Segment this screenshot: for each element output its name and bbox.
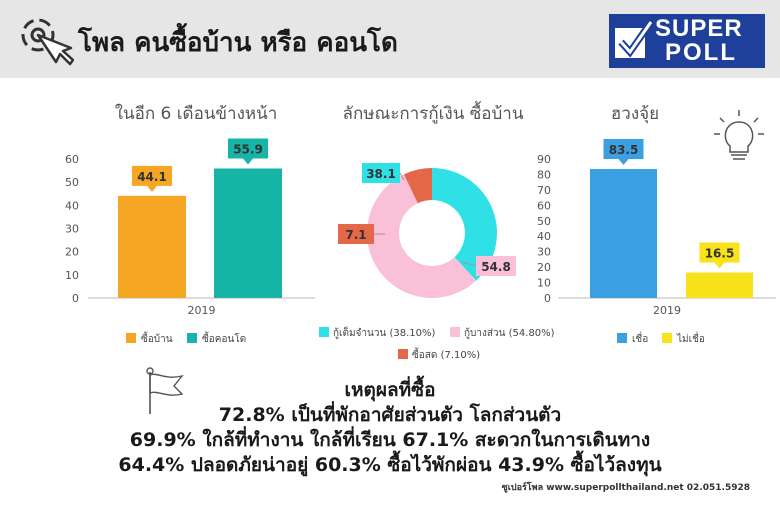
chart2-legend-label-0: เชื่อ (632, 331, 648, 345)
lightbulb-icon (714, 110, 764, 160)
chart2-ytick: 20 (537, 261, 551, 274)
chart0-data-1-label: 55.9 (233, 142, 263, 156)
chart2-ytick: 80 (537, 168, 551, 181)
chart0-data-1-box (228, 138, 268, 165)
chart2-ytick: 40 (537, 230, 551, 243)
chart0-ytick: 60 (65, 153, 79, 166)
chart2-legend-swatch-0 (617, 333, 627, 343)
chart2-xtick: 2019 (653, 304, 681, 317)
chart0-legend-label-1: ซื้อคอนโด (202, 331, 246, 345)
chart2-ytick: 70 (537, 184, 551, 197)
logo-line1: SUPER (655, 15, 743, 42)
chart1-legend-swatch-0 (319, 327, 329, 337)
chart0-ytick: 20 (65, 246, 79, 259)
page-title: โพล คนซื้อบ้าน หรือ คอนโด (78, 28, 398, 58)
reason-line-2: 69.9% ใกล้ที่ทำงาน ใกล้ที่เรียน 67.1% สะ… (129, 429, 651, 451)
chart0-ytick: 30 (65, 223, 79, 236)
chart2-data-1-label: 16.5 (705, 247, 735, 261)
chart1-data-box-1 (476, 256, 516, 276)
flag-icon (146, 367, 184, 414)
chart1-leader-0 (399, 172, 405, 181)
chart0-ytick: 10 (65, 269, 79, 282)
chart2-bar-1 (686, 272, 753, 298)
chart2-legend-label-1: ไม่เชื่อ (676, 331, 705, 345)
chart0-ytick: 50 (65, 176, 79, 189)
chart2-data-1-box (699, 242, 740, 269)
chart0-ytick: 40 (65, 199, 79, 212)
chart3-title: ฮวงจุ้ย (610, 104, 660, 124)
chart2-ytick: 0 (544, 292, 551, 305)
reason-line-3: 64.4% ปลอดภัยน่าอยู่ 60.3% ซื้อไว้พักผ่อ… (118, 454, 662, 476)
chart0-bar-0 (118, 195, 186, 298)
chart1-data-label-0: 38.1 (366, 167, 396, 181)
chart1-leader-1 (461, 261, 477, 267)
chart2-data-0-label: 83.5 (609, 143, 639, 157)
chart2-bar-0 (590, 169, 657, 298)
chart1-legend-label-2: ซื้อสด (7.10%) (412, 347, 480, 361)
chart2-ytick: 60 (537, 199, 551, 212)
chart1-slice-1 (366, 174, 477, 299)
chart0-bar-1 (214, 168, 282, 298)
chart1-slice-2 (403, 168, 432, 204)
chart2-data-0-box (603, 139, 644, 166)
cursor-click-icon (21, 18, 74, 66)
chart1-data-label-2: 7.1 (345, 228, 366, 242)
checkmark-icon (615, 19, 653, 58)
chart1-title: ในอีก 6 เดือนข้างหน้า (114, 104, 278, 124)
chart2-ytick: 10 (537, 277, 551, 290)
chart2-ytick: 50 (537, 215, 551, 228)
super-poll-logo: SUPER POLL (609, 14, 765, 68)
chart0-legend-label-0: ซื้อบ้าน (141, 331, 173, 345)
logo-line2: POLL (665, 39, 737, 66)
chart0-legend-swatch-1 (187, 333, 197, 343)
chart2-title: ลักษณะการกู้เงิน ซื้อบ้าน (342, 104, 524, 124)
chart0-data-0-label: 44.1 (137, 170, 167, 184)
chart0-legend-swatch-0 (126, 333, 136, 343)
chart1-data-label-1: 54.8 (481, 260, 511, 274)
chart1-data-box-2 (338, 224, 374, 244)
reason-line-1: 72.8% เป็นที่พักอาศัยส่วนตัว โลกส่วนตัว (218, 404, 562, 426)
chart1-legend-swatch-1 (450, 327, 460, 337)
chart2-ytick: 30 (537, 246, 551, 259)
chart0-xtick: 2019 (188, 304, 216, 317)
chart2-ytick: 90 (537, 153, 551, 166)
chart0-ytick: 0 (72, 292, 79, 305)
chart1-data-box-0 (362, 163, 400, 183)
reasons-heading: เหตุผลที่ซื้อ (344, 379, 436, 401)
header-bar: โพล คนซื้อบ้าน หรือ คอนโด SUPER POLL (0, 0, 780, 78)
chart1-slice-0 (432, 168, 497, 281)
reasons-block: เหตุผลที่ซื้อ 72.8% เป็นที่พักอาศัยส่วนต… (0, 378, 780, 478)
chart1-legend-label-1: กู้บางส่วน (54.80%) (464, 327, 555, 339)
chart1-legend-label-0: กู้เต็มจำนวน (38.10%) (333, 325, 436, 339)
chart1-legend-swatch-2 (398, 349, 408, 359)
chart0-data-0-box (132, 165, 172, 192)
chart2-legend-swatch-1 (662, 333, 672, 343)
footer-credit: ซูเปอร์โพล www.superpollthailand.net 02.… (501, 483, 750, 493)
